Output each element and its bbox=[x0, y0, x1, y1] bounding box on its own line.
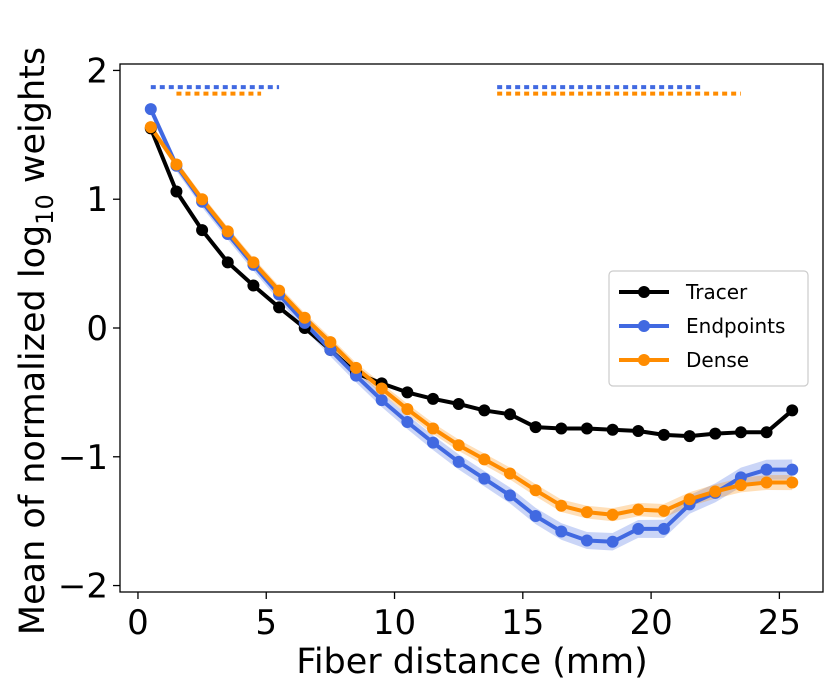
legend-marker-dense bbox=[638, 354, 650, 366]
data-point-tracer bbox=[478, 404, 491, 417]
data-point-dense bbox=[427, 422, 440, 435]
data-point-endpoints bbox=[760, 463, 773, 476]
legend-label-tracer: Tracer bbox=[685, 280, 748, 304]
x-tick-label: 20 bbox=[629, 603, 672, 643]
data-point-tracer bbox=[401, 386, 414, 399]
legend-label-endpoints: Endpoints bbox=[686, 314, 785, 338]
y-axis-label: Mean of normalized log10 weights bbox=[13, 47, 59, 635]
data-point-dense bbox=[555, 499, 568, 512]
data-point-tracer bbox=[734, 426, 747, 439]
data-point-tracer bbox=[632, 425, 645, 438]
data-point-dense bbox=[273, 284, 286, 297]
data-point-dense bbox=[144, 121, 157, 134]
data-point-dense bbox=[196, 193, 209, 206]
y-axis-label-suffix: weights bbox=[13, 47, 53, 194]
data-point-dense bbox=[401, 403, 414, 416]
data-point-dense bbox=[786, 476, 799, 489]
y-axis-ticks: 2 1 0 −1 −2 bbox=[58, 51, 120, 607]
data-point-tracer bbox=[657, 428, 670, 441]
y-tick-label: 2 bbox=[86, 51, 108, 91]
data-point-tracer bbox=[273, 301, 286, 314]
data-point-endpoints bbox=[503, 489, 516, 502]
data-point-tracer bbox=[452, 397, 465, 410]
data-point-endpoints bbox=[657, 522, 670, 535]
x-tick-label: 10 bbox=[373, 603, 416, 643]
data-point-dense bbox=[375, 382, 388, 395]
data-point-dense bbox=[247, 256, 260, 269]
legend-label-dense: Dense bbox=[686, 348, 749, 372]
data-point-endpoints bbox=[606, 535, 619, 548]
x-axis-label: Fiber distance (mm) bbox=[296, 642, 648, 682]
legend: Tracer Endpoints Dense bbox=[608, 270, 809, 387]
series-points bbox=[144, 103, 799, 548]
data-point-dense bbox=[529, 484, 542, 497]
data-point-endpoints bbox=[580, 534, 593, 547]
legend-entry-endpoints: Endpoints bbox=[619, 314, 785, 338]
data-point-tracer bbox=[170, 185, 183, 198]
data-point-dense bbox=[170, 158, 183, 171]
data-point-tracer bbox=[529, 421, 542, 434]
significance-markers bbox=[150, 85, 741, 96]
data-point-endpoints bbox=[786, 463, 799, 476]
legend-marker-endpoints bbox=[638, 320, 650, 332]
data-point-endpoints bbox=[427, 436, 440, 449]
legend-entry-tracer: Tracer bbox=[619, 280, 748, 304]
data-point-dense bbox=[657, 504, 670, 517]
data-point-tracer bbox=[196, 224, 209, 237]
data-point-endpoints bbox=[452, 455, 465, 468]
data-point-tracer bbox=[683, 430, 696, 443]
data-point-endpoints bbox=[375, 394, 388, 407]
data-point-endpoints bbox=[478, 472, 491, 485]
data-point-dense bbox=[683, 493, 696, 506]
legend-box bbox=[608, 270, 809, 387]
data-point-tracer bbox=[760, 426, 773, 439]
y-tick-label: 1 bbox=[86, 180, 108, 220]
data-point-endpoints bbox=[529, 510, 542, 523]
data-point-dense bbox=[760, 476, 773, 489]
x-axis-ticks: 0 5 10 15 20 25 bbox=[127, 592, 801, 643]
confidence-bands bbox=[150, 103, 793, 551]
x-tick-label: 5 bbox=[255, 603, 277, 643]
x-tick-label: 15 bbox=[501, 603, 544, 643]
data-point-endpoints bbox=[555, 525, 568, 538]
data-point-dense bbox=[350, 361, 363, 374]
data-point-dense bbox=[452, 439, 465, 452]
data-point-tracer bbox=[221, 256, 234, 269]
x-tick-label: 25 bbox=[758, 603, 801, 643]
data-point-dense bbox=[478, 453, 491, 466]
data-point-dense bbox=[221, 225, 234, 238]
y-tick-label: −2 bbox=[58, 567, 108, 607]
legend-marker-tracer bbox=[638, 286, 650, 298]
data-point-tracer bbox=[503, 408, 516, 421]
data-point-dense bbox=[632, 503, 645, 516]
data-point-tracer bbox=[606, 423, 619, 436]
data-point-dense bbox=[734, 479, 747, 492]
y-axis-label-subscript: 10 bbox=[31, 194, 59, 225]
data-point-dense bbox=[580, 506, 593, 519]
y-axis-label-main: Mean of normalized log bbox=[13, 225, 53, 635]
y-tick-label: 0 bbox=[86, 309, 108, 349]
data-point-dense bbox=[324, 336, 337, 349]
confidence-band-dense bbox=[150, 123, 793, 522]
data-point-dense bbox=[298, 311, 311, 324]
data-point-tracer bbox=[580, 422, 593, 435]
data-point-tracer bbox=[427, 392, 440, 405]
data-point-dense bbox=[709, 485, 722, 498]
legend-entry-dense: Dense bbox=[619, 348, 749, 372]
x-tick-label: 0 bbox=[127, 603, 149, 643]
data-point-tracer bbox=[709, 427, 722, 440]
data-point-tracer bbox=[555, 422, 568, 435]
y-tick-label: −1 bbox=[58, 438, 108, 478]
data-point-tracer bbox=[786, 404, 799, 417]
data-point-tracer bbox=[247, 279, 260, 292]
data-point-endpoints bbox=[144, 103, 157, 116]
data-point-endpoints bbox=[632, 522, 645, 535]
data-point-dense bbox=[606, 508, 619, 521]
data-point-endpoints bbox=[401, 416, 414, 429]
data-point-dense bbox=[503, 467, 516, 480]
